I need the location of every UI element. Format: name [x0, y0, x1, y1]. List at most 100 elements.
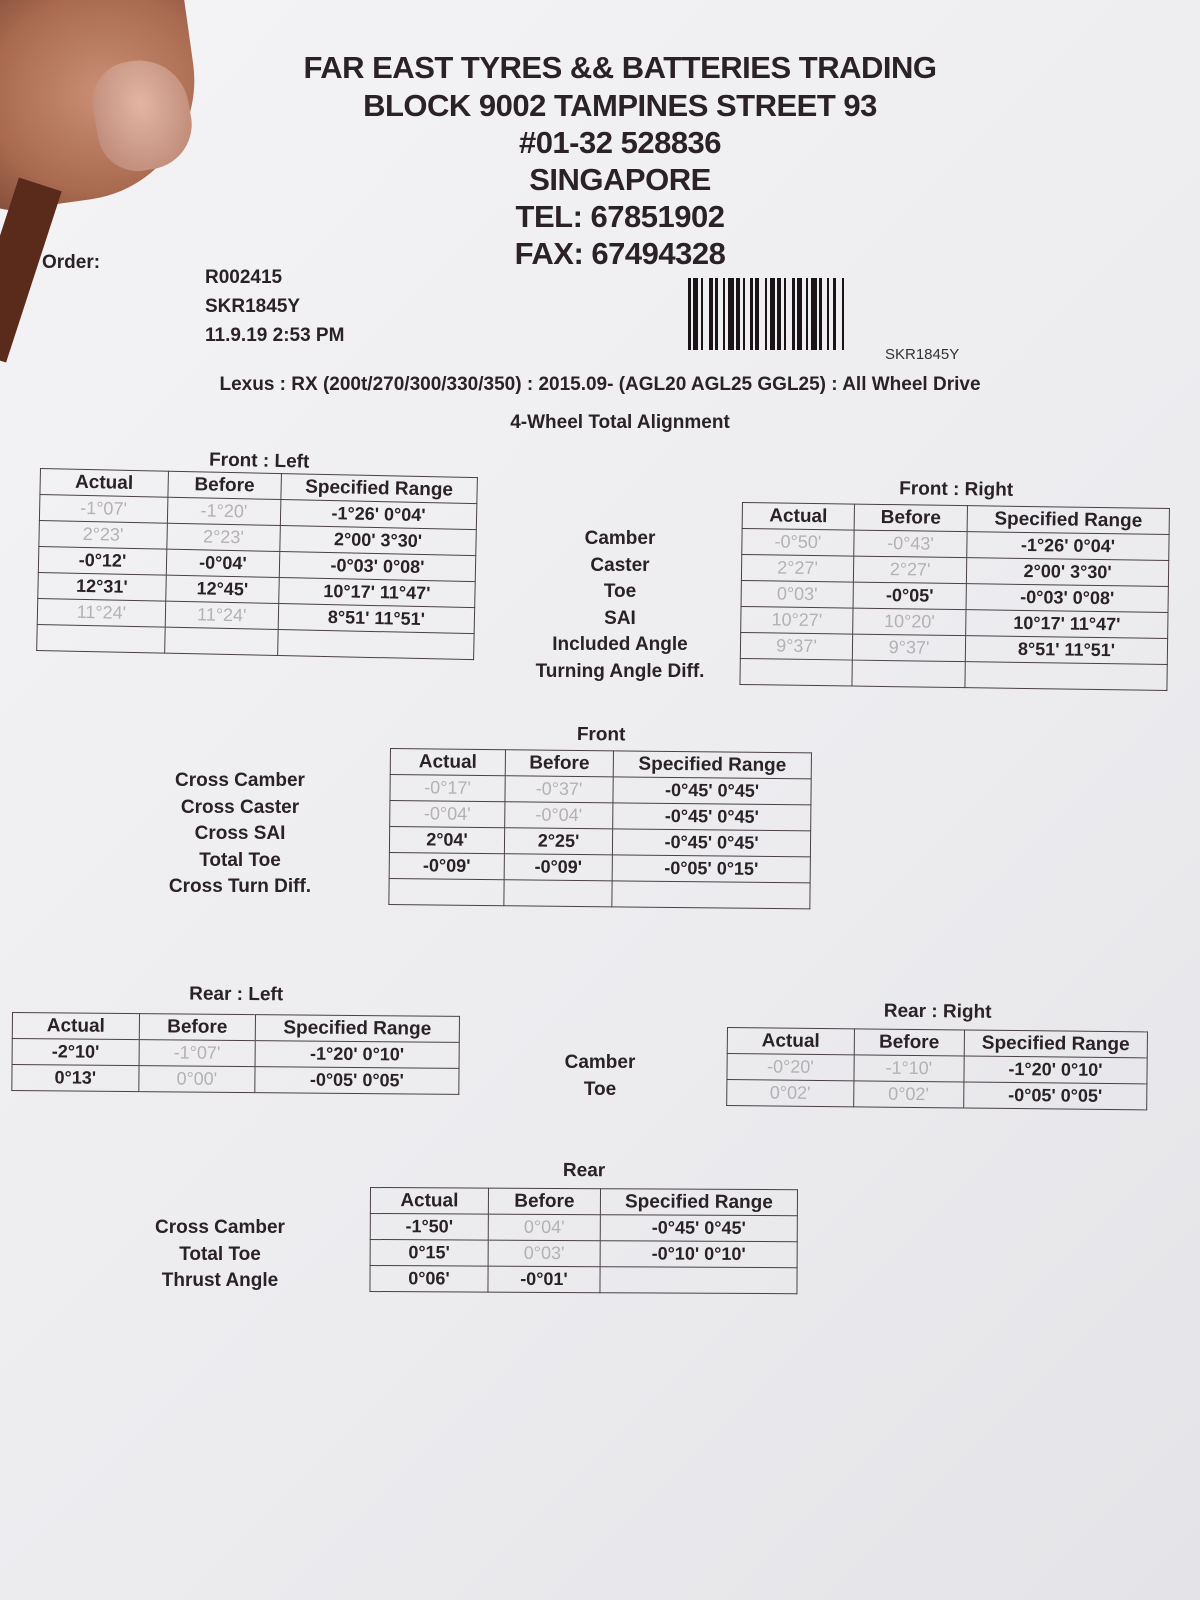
actual-cell: 2°23'	[38, 520, 168, 550]
company-tel: TEL: 67851902	[515, 199, 725, 234]
barcode-bar	[750, 278, 753, 350]
before-cell: -1°07'	[138, 1039, 256, 1067]
range-cell: -0°45' 0°45'	[600, 1214, 798, 1242]
before-cell: 9°37'	[852, 634, 966, 662]
parameter-label: Turning Angle Diff.	[535, 660, 705, 682]
range-cell: -0°10' 0°10'	[600, 1240, 798, 1268]
rear-parameter-labels: Camber Toe	[510, 1050, 690, 1103]
parameter-label: Camber	[564, 1052, 636, 1073]
before-cell: -0°04'	[166, 549, 280, 578]
actual-cell: 0°13'	[11, 1064, 139, 1092]
before-cell: 12°45'	[165, 575, 280, 604]
barcode-bar	[715, 278, 718, 350]
before-cell: 0°04'	[488, 1214, 601, 1241]
column-header: Specified Range	[964, 1029, 1148, 1058]
before-cell	[851, 660, 966, 688]
column-header: Actual	[12, 1012, 140, 1040]
order-datetime: 11.9.19 2:53 PM	[205, 325, 345, 346]
before-cell: 0°03'	[488, 1240, 601, 1267]
range-cell: 2°00' 3°30'	[279, 525, 477, 556]
table-row: 0°15' 0°03' -0°10' 0°10'	[370, 1239, 798, 1268]
barcode-bar	[770, 278, 775, 350]
rear-section: Rear Actual Before Specified Range -1°50' 0°0…	[369, 1160, 798, 1294]
barcode-bar	[777, 278, 781, 350]
parameter-label: Included Angle	[552, 634, 688, 655]
front-title: Front	[576, 723, 626, 746]
front-right-table: Actual Before Specified Range -0°50' -0°43' -…	[739, 502, 1170, 691]
range-cell	[965, 661, 1168, 691]
before-cell: 11°24'	[164, 601, 279, 630]
front-table: Actual Before Specified Range -0°17' -0°37' -…	[388, 748, 812, 909]
barcode-bar	[827, 278, 829, 350]
table-row: 0°13' 0°00' -0°05' 0°05'	[11, 1064, 460, 1095]
header-row: Actual Before Specified Range	[370, 1187, 798, 1216]
column-header: Actual	[727, 1027, 855, 1055]
parameter-label: Toe	[583, 1078, 617, 1100]
column-header: Before	[139, 1013, 256, 1041]
barcode-bar	[709, 278, 713, 350]
range-cell: 10°17' 11°47'	[278, 577, 476, 608]
header-row: Actual Before Specified Range	[12, 1012, 460, 1043]
parameter-label: Toe	[603, 581, 637, 602]
barcode-bar	[728, 278, 734, 350]
range-cell: -0°05' 0°05'	[254, 1066, 460, 1095]
actual-cell	[388, 878, 505, 906]
range-cell: -0°05' 0°05'	[963, 1081, 1147, 1110]
barcode-bar	[755, 278, 759, 350]
actual-cell: -0°09'	[389, 852, 505, 880]
actual-cell: 12°31'	[37, 572, 167, 602]
range-cell: -1°20' 0°10'	[963, 1055, 1148, 1084]
barcode-bar	[693, 278, 698, 350]
company-address: BLOCK 9002 TAMPINES STREET 93	[363, 88, 877, 123]
parameter-label: Total Toe	[199, 849, 281, 871]
column-header: Before	[854, 504, 968, 532]
barcode-bar	[797, 278, 802, 350]
barcode-bar	[743, 278, 745, 350]
service-type: 4-Wheel Total Alignment	[510, 412, 730, 433]
barcode-bar	[792, 278, 795, 350]
before-cell: 0°00'	[138, 1065, 255, 1093]
range-cell: 8°51' 11°51'	[278, 603, 475, 634]
column-header: Actual	[39, 468, 169, 498]
rear-left-title: Rear : Left	[189, 983, 284, 1006]
barcode	[688, 278, 1200, 350]
range-cell: 10°17' 11°47'	[965, 609, 1168, 639]
column-header: Specified Range	[613, 750, 812, 779]
front-left-table: Actual Before Specified Range -1°07' -1°20' -…	[36, 468, 478, 660]
front-left-section: Front : Left Actual Before Specified Range -…	[36, 450, 478, 660]
before-cell: -1°20'	[167, 497, 281, 526]
parameter-label: Cross Caster	[180, 796, 300, 818]
actual-cell: 0°03'	[741, 580, 854, 609]
before-cell: -0°05'	[853, 582, 967, 610]
parameter-label: Total Toe	[179, 1243, 261, 1265]
parameter-label: SAI	[604, 607, 636, 629]
barcode-text: SKR1845Y	[885, 346, 960, 363]
range-cell: -0°45' 0°45'	[612, 828, 811, 857]
rear-left-table: Actual Before Specified Range -2°10' -1°07' -…	[11, 1012, 460, 1095]
parameter-label: Cross Camber	[175, 770, 305, 791]
barcode-bar	[736, 278, 740, 350]
barcode-bar	[806, 278, 808, 350]
actual-cell: -0°17'	[389, 774, 506, 802]
range-cell	[599, 1266, 798, 1294]
actual-cell: -0°04'	[389, 800, 505, 828]
actual-cell: 11°24'	[37, 598, 166, 628]
column-header: Actual	[742, 502, 855, 531]
actual-cell: 2°27'	[741, 554, 854, 583]
before-cell: 0°02'	[853, 1080, 964, 1108]
column-header: Before	[167, 471, 282, 500]
before-cell: -0°43'	[853, 530, 968, 558]
front-section: Front Actual Before Specified Range -0°17' -0…	[388, 724, 812, 909]
range-cell: -1°26' 0°04'	[966, 531, 1170, 561]
column-header: Before	[853, 1028, 965, 1056]
range-cell: -0°03' 0°08'	[966, 583, 1169, 613]
barcode-bar	[765, 278, 767, 350]
barcode-bar	[701, 278, 703, 350]
range-cell	[277, 629, 475, 660]
column-header: Actual	[370, 1187, 489, 1215]
company-country: SINGAPORE	[529, 162, 711, 197]
company-fax: FAX: 67494328	[514, 236, 726, 271]
front-right-section: Front : Right Actual Before Specified Range…	[739, 478, 1170, 691]
range-cell: 8°51' 11°51'	[965, 635, 1168, 665]
rear-right-section: Rear : Right Actual Before Specified Range -…	[726, 1001, 1148, 1110]
